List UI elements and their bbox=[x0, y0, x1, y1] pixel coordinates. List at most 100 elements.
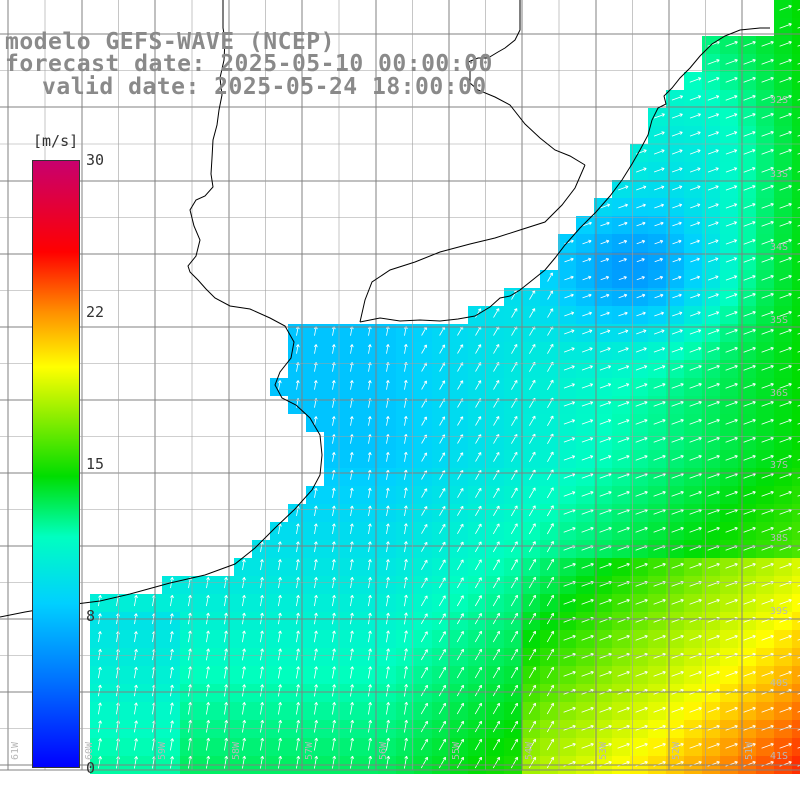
wind-arrow bbox=[617, 706, 630, 713]
wind-arrow bbox=[188, 755, 193, 769]
wind-arrow bbox=[725, 652, 738, 659]
wind-arrow bbox=[314, 755, 319, 769]
wind-arrow bbox=[511, 379, 518, 390]
wind-arrow bbox=[600, 329, 611, 335]
wind-arrow bbox=[457, 452, 464, 462]
wind-arrow bbox=[725, 364, 738, 371]
wind-arrow bbox=[779, 742, 792, 749]
wind-arrow bbox=[689, 670, 702, 677]
wind-arrow bbox=[672, 185, 683, 191]
wind-arrow bbox=[368, 755, 373, 769]
wind-arrow bbox=[456, 756, 464, 769]
wind-arrow bbox=[707, 113, 720, 119]
wind-arrow bbox=[636, 239, 646, 245]
wind-arrow bbox=[635, 634, 648, 641]
wind-arrow bbox=[313, 380, 318, 390]
wind-arrow bbox=[779, 220, 792, 227]
wind-arrow bbox=[743, 346, 756, 353]
wind-arrow bbox=[260, 666, 264, 679]
wind-arrow bbox=[188, 684, 192, 697]
wind-arrow bbox=[259, 541, 264, 553]
wind-arrow bbox=[654, 293, 664, 299]
wind-arrow bbox=[761, 202, 774, 209]
wind-arrow bbox=[260, 702, 264, 715]
wind-arrow bbox=[779, 346, 792, 353]
border-north bbox=[359, 164, 586, 323]
wind-arrow bbox=[654, 239, 664, 245]
wind-arrow bbox=[386, 630, 390, 643]
wind-cell bbox=[792, 702, 800, 720]
wind-arrow bbox=[743, 436, 756, 443]
wind-arrow bbox=[600, 221, 610, 227]
wind-arrow bbox=[314, 630, 318, 643]
wind-arrow bbox=[350, 666, 354, 679]
wind-arrow bbox=[707, 706, 720, 713]
wind-arrow bbox=[510, 505, 518, 517]
lon-label: 57W bbox=[304, 741, 315, 760]
wind-arrow bbox=[635, 562, 648, 569]
wind-arrow bbox=[474, 541, 482, 553]
wind-arrow bbox=[743, 221, 756, 227]
wind-arrow bbox=[653, 383, 666, 389]
wind-arrow bbox=[654, 185, 665, 191]
wind-arrow bbox=[636, 329, 647, 335]
wind-arrow bbox=[295, 559, 300, 571]
wind-arrow bbox=[707, 257, 719, 263]
wind-arrow bbox=[368, 737, 373, 751]
wind-arrow bbox=[654, 275, 664, 281]
wind-arrow bbox=[439, 416, 446, 426]
wind-arrow bbox=[296, 648, 300, 661]
wind-arrow bbox=[617, 401, 630, 407]
wind-arrow bbox=[492, 559, 500, 571]
wind-arrow bbox=[672, 311, 683, 317]
wind-arrow bbox=[421, 416, 427, 426]
wind-arrow bbox=[725, 257, 738, 263]
wind-arrow bbox=[635, 347, 647, 353]
wind-arrow bbox=[689, 400, 702, 407]
wind-arrow bbox=[474, 756, 482, 769]
wind-arrow bbox=[404, 737, 409, 751]
wind-arrow bbox=[528, 505, 536, 517]
wind-arrow bbox=[386, 737, 391, 751]
wind-arrow bbox=[636, 221, 646, 227]
wind-cell bbox=[792, 630, 800, 648]
wind-arrow bbox=[475, 416, 482, 426]
wind-arrow bbox=[367, 469, 372, 480]
wind-arrow bbox=[653, 401, 666, 407]
wind-arrow bbox=[386, 684, 390, 697]
wind-arrow bbox=[725, 167, 738, 173]
wind-arrow bbox=[617, 652, 630, 659]
wind-arrow bbox=[671, 490, 684, 497]
wind-arrow bbox=[707, 490, 720, 497]
wind-arrow bbox=[725, 328, 738, 335]
wind-arrow bbox=[689, 490, 702, 497]
wind-arrow bbox=[493, 505, 500, 517]
wind-arrow bbox=[725, 275, 738, 281]
wind-arrow bbox=[707, 598, 720, 605]
wind-arrow bbox=[277, 541, 282, 553]
wind-arrow bbox=[618, 203, 629, 209]
wind-arrow bbox=[188, 648, 192, 661]
wind-arrow bbox=[617, 455, 630, 461]
wind-arrow bbox=[581, 634, 594, 641]
wind-arrow bbox=[617, 598, 630, 605]
colorbar bbox=[32, 160, 80, 768]
wind-arrow bbox=[242, 594, 246, 607]
wind-arrow bbox=[761, 40, 774, 47]
wind-arrow bbox=[743, 364, 756, 371]
wind-cell bbox=[792, 216, 800, 234]
wind-arrow bbox=[725, 706, 738, 713]
wind-arrow bbox=[725, 203, 738, 209]
wind-arrow bbox=[689, 347, 702, 353]
wind-arrow bbox=[725, 562, 738, 569]
wind-arrow bbox=[725, 239, 738, 245]
wind-arrow bbox=[546, 540, 554, 553]
wind-arrow bbox=[689, 167, 701, 173]
wind-arrow bbox=[779, 76, 792, 83]
wind-arrow bbox=[779, 4, 792, 11]
wind-cell bbox=[792, 288, 800, 306]
wind-arrow bbox=[761, 310, 774, 317]
wind-arrow bbox=[599, 383, 612, 389]
wind-cell bbox=[792, 180, 800, 198]
wind-arrow bbox=[617, 365, 630, 371]
